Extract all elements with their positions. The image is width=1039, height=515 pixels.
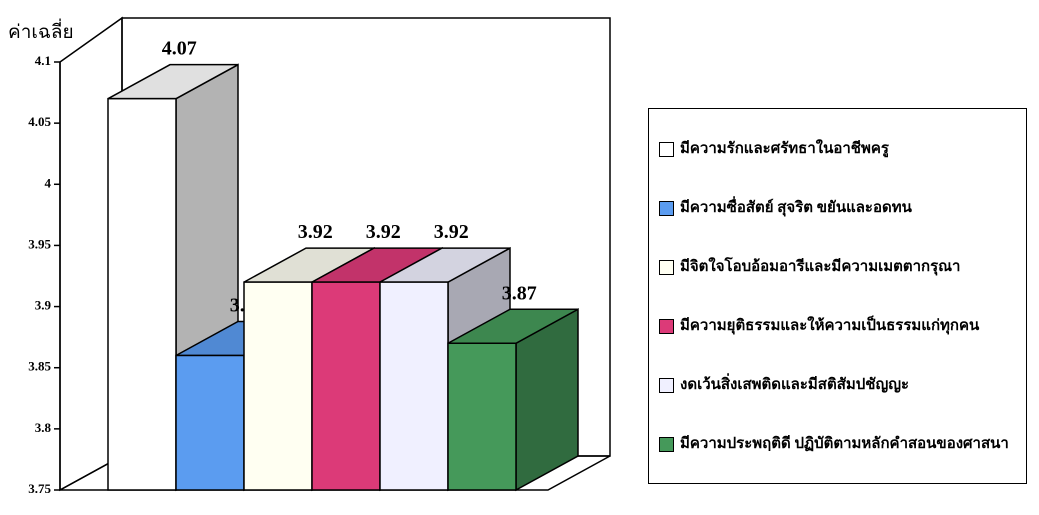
y-tick-label: 3.75: [28, 481, 51, 496]
legend: มีความรักและศรัทธาในอาชีพครูมีความซื่อสั…: [648, 108, 1027, 484]
y-axis-label: ค่าเฉลี่ย: [8, 18, 74, 43]
legend-item: มีจิตใจโอบอ้อมอารีและมีความเมตตากรุณา: [659, 252, 1016, 282]
legend-item: มีความยุติธรรมและให้ความเป็นธรรมแก่ทุกคน: [659, 311, 1016, 341]
legend-label: มีความรักและศรัทธาในอาชีพครู: [680, 140, 889, 157]
bar: [175, 354, 245, 491]
y-tick-label: 3.8: [35, 420, 52, 435]
y-tick-label: 4: [45, 175, 52, 190]
legend-swatch: [659, 377, 674, 393]
data-label: 3.92: [366, 221, 401, 243]
legend-swatch: [659, 436, 674, 452]
bar: [447, 342, 517, 491]
legend-swatch: [659, 318, 674, 334]
data-label: 3.92: [434, 221, 469, 243]
bar: [379, 281, 449, 491]
y-tick-label: 3.9: [35, 298, 52, 313]
bar: [311, 281, 381, 491]
legend-item: มีความรักและศรัทธาในอาชีพครู: [659, 134, 1016, 164]
data-label: 4.07: [162, 38, 197, 60]
y-tick-label: 3.95: [28, 236, 51, 251]
y-tick-label: 4.1: [35, 53, 51, 68]
legend-swatch: [659, 200, 674, 216]
legend-label: มีจิตใจโอบอ้อมอารีและมีความเมตตากรุณา: [680, 258, 961, 275]
legend-label: งดเว้นสิ่งเสพติดและมีสติสัมปชัญญะ: [680, 376, 910, 393]
data-label: 3.87: [502, 282, 537, 304]
legend-item: งดเว้นสิ่งเสพติดและมีสติสัมปชัญญะ: [659, 370, 1016, 400]
legend-swatch: [659, 141, 674, 157]
legend-item: มีความประพฤติดี ปฏิบัติตามหลักคำสอนของศา…: [659, 429, 1016, 459]
y-tick-label: 3.85: [28, 359, 51, 374]
legend-label: มีความยุติธรรมและให้ความเป็นธรรมแก่ทุกคน: [680, 317, 980, 334]
legend-item: มีความซื่อสัตย์ สุจริต ขยันและอดทน: [659, 193, 1016, 223]
legend-label: มีความประพฤติดี ปฏิบัติตามหลักคำสอนของศา…: [680, 435, 1009, 452]
bar: [107, 97, 177, 491]
y-tick-label: 4.05: [28, 114, 51, 129]
legend-swatch: [659, 259, 674, 275]
bar: [243, 281, 313, 491]
chart: ค่าเฉลี่ย 3.75 3.8 3.85 3.9 3.95 4 4.05 4.1 4.07…: [8, 16, 611, 496]
data-label: 3.92: [298, 221, 333, 243]
legend-label: มีความซื่อสัตย์ สุจริต ขยันและอดทน: [680, 199, 912, 216]
